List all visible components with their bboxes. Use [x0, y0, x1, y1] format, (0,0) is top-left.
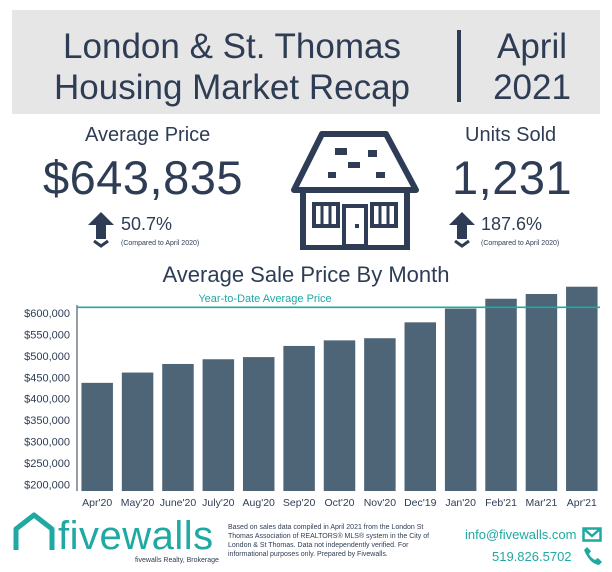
chart-title: Average Sale Price By Month	[162, 262, 450, 287]
x-tick-label: Feb'21	[485, 497, 517, 509]
brand-subtitle: fivewalls Realty, Brokerage	[135, 557, 219, 564]
x-tick-label: Sep'20	[283, 497, 316, 509]
phone-link[interactable]: 519.826.5702	[492, 549, 572, 564]
header-banner: London & St. Thomas Housing Market Recap…	[12, 10, 600, 114]
x-tick-label: Oct'20	[324, 497, 354, 509]
avg-price-label: Average Price	[85, 124, 211, 146]
bar	[323, 340, 356, 491]
bar	[404, 322, 437, 491]
x-tick-label: May'20	[121, 497, 155, 509]
y-tick-label: $600,000	[24, 308, 70, 320]
up-arrow-icon	[449, 212, 475, 248]
units-sold-value: 1,231	[452, 151, 573, 204]
bar	[81, 382, 113, 491]
x-tick-label: June'20	[160, 497, 197, 509]
brand-name: fivewalls	[58, 514, 214, 558]
house-icon	[291, 131, 419, 250]
page-title: London & St. Thomas Housing Market Recap	[32, 26, 432, 108]
avg-price-value: $643,835	[43, 151, 244, 204]
bar	[162, 363, 194, 491]
avg-price-note: (Compared to April 2020)	[121, 240, 200, 247]
title-line-1: London & St. Thomas	[63, 27, 401, 66]
bar	[121, 372, 154, 491]
y-tick-label: $500,000	[24, 351, 70, 363]
y-tick-label: $300,000	[24, 437, 70, 449]
bar	[525, 294, 558, 491]
y-tick-label: $200,000	[24, 480, 70, 492]
bar	[364, 338, 396, 491]
y-tick-label: $350,000	[24, 415, 70, 427]
x-tick-label: Nov'20	[364, 497, 397, 509]
report-date: April 2021	[472, 26, 592, 108]
up-arrow-icon	[88, 212, 114, 248]
report-month: April	[496, 27, 568, 66]
ytd-average-label: Year-to-Date Average Price	[198, 293, 331, 305]
x-tick-label: Aug'20	[243, 497, 276, 509]
x-tick-label: Apr'20	[82, 497, 112, 509]
x-tick-label: Dec'19	[404, 497, 437, 509]
disclaimer-text: Based on sales data compiled in April 20…	[228, 524, 430, 558]
title-line-2: Housing Market Recap	[54, 68, 410, 107]
bar	[485, 298, 517, 491]
y-tick-label: $450,000	[24, 372, 70, 384]
x-tick-label: July'20	[202, 497, 235, 509]
header-divider	[457, 30, 461, 102]
report-year: 2021	[493, 68, 571, 107]
y-tick-label: $400,000	[24, 394, 70, 406]
bar-chart: $600,000 $550,000 $500,000 $450,000 $400,000…	[24, 286, 600, 509]
bar	[242, 357, 275, 491]
bar	[444, 308, 477, 491]
avg-price-change: 50.7%	[121, 214, 173, 234]
bar	[202, 359, 235, 491]
x-tick-label: Jan'20	[445, 497, 476, 509]
phone-icon	[584, 547, 602, 565]
bar	[566, 286, 598, 491]
units-sold-label: Units Sold	[465, 124, 557, 146]
y-tick-label: $250,000	[24, 458, 70, 470]
x-tick-label: Apr'21	[567, 497, 597, 509]
house-outline-logo-icon	[13, 512, 55, 550]
envelope-icon	[582, 527, 602, 542]
units-sold-note: (Compared to April 2020)	[481, 240, 560, 247]
x-tick-label: Mar'21	[526, 497, 558, 509]
email-link[interactable]: info@fivewalls.com	[465, 527, 577, 542]
units-sold-change: 187.6%	[481, 214, 543, 234]
bar	[283, 345, 315, 491]
y-tick-label: $550,000	[24, 329, 70, 341]
